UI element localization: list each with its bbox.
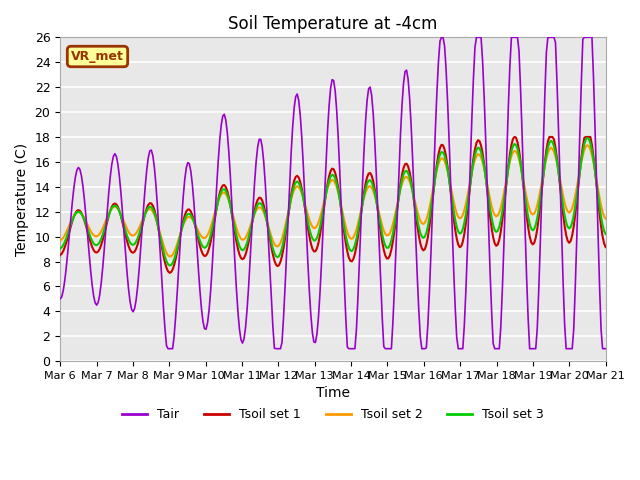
Text: VR_met: VR_met <box>71 50 124 63</box>
Title: Soil Temperature at -4cm: Soil Temperature at -4cm <box>228 15 438 33</box>
Y-axis label: Temperature (C): Temperature (C) <box>15 143 29 256</box>
X-axis label: Time: Time <box>316 386 350 400</box>
Legend: Tair, Tsoil set 1, Tsoil set 2, Tsoil set 3: Tair, Tsoil set 1, Tsoil set 2, Tsoil se… <box>116 403 549 426</box>
